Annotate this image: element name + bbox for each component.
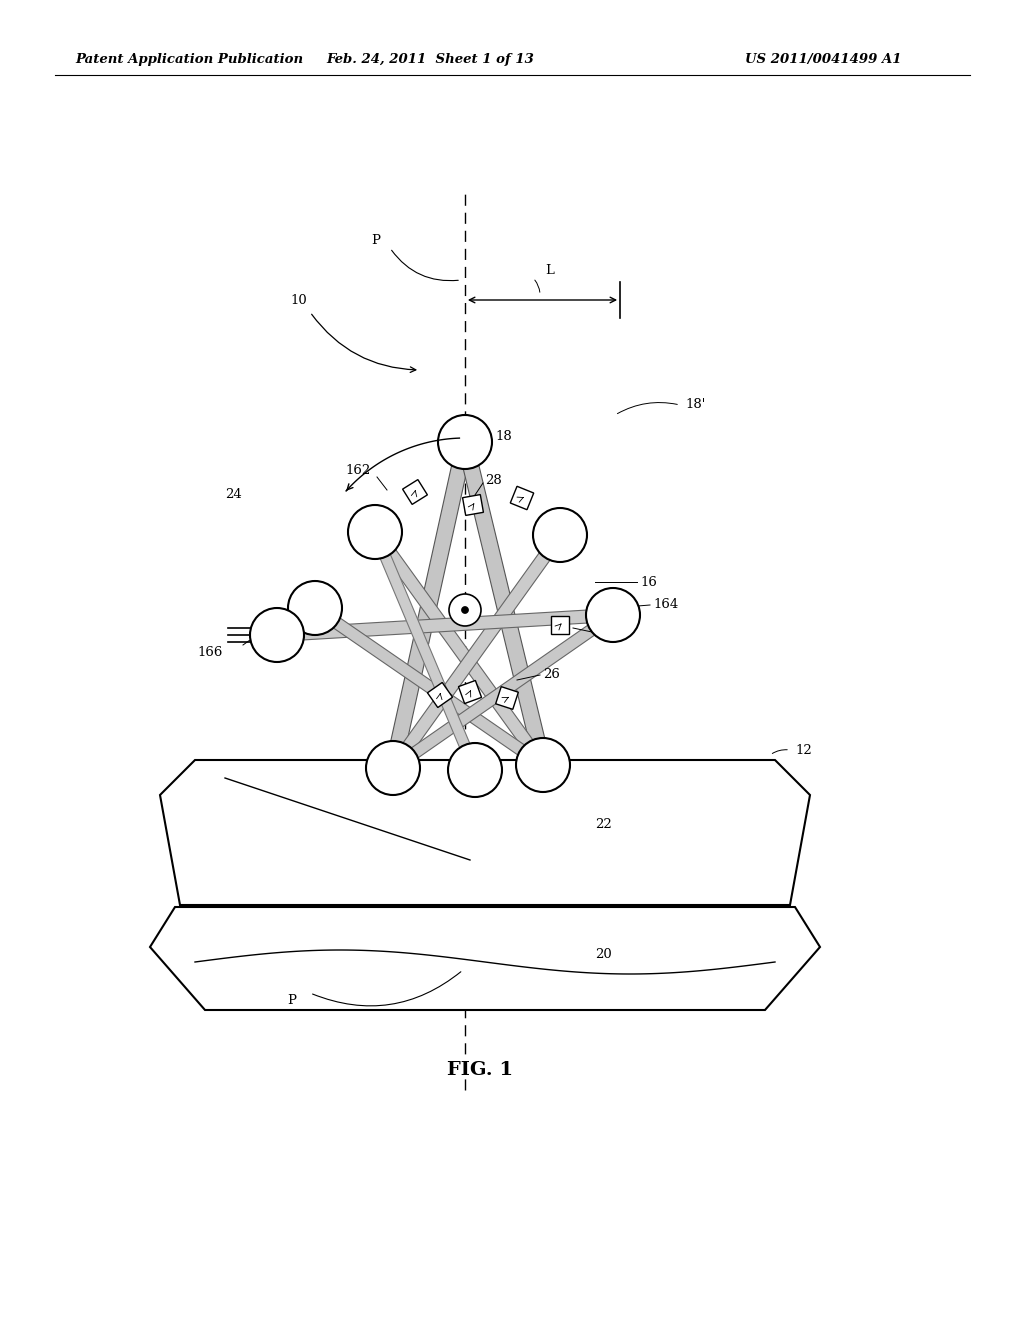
- Polygon shape: [276, 609, 613, 642]
- Text: 10: 10: [290, 293, 307, 306]
- Text: 166: 166: [197, 645, 222, 659]
- Polygon shape: [496, 686, 518, 709]
- Text: 20: 20: [595, 949, 611, 961]
- Circle shape: [288, 581, 342, 635]
- Circle shape: [449, 743, 502, 797]
- Circle shape: [366, 741, 420, 795]
- Polygon shape: [458, 440, 551, 767]
- Text: L: L: [545, 264, 554, 276]
- Text: 164: 164: [653, 598, 678, 611]
- Polygon shape: [427, 682, 453, 708]
- Text: P: P: [287, 994, 296, 1006]
- Text: 16: 16: [640, 576, 656, 589]
- Polygon shape: [510, 486, 534, 510]
- Circle shape: [348, 506, 402, 558]
- Polygon shape: [402, 479, 427, 504]
- Text: FIG. 1: FIG. 1: [446, 1061, 513, 1078]
- Text: 18: 18: [495, 430, 512, 444]
- Polygon shape: [150, 907, 820, 1010]
- Polygon shape: [160, 760, 810, 906]
- Text: 12: 12: [795, 743, 812, 756]
- Circle shape: [534, 508, 587, 562]
- Text: 162: 162: [345, 463, 371, 477]
- Polygon shape: [463, 495, 483, 515]
- Polygon shape: [389, 610, 616, 774]
- Text: 28: 28: [485, 474, 502, 487]
- Text: 14: 14: [595, 628, 611, 642]
- Polygon shape: [370, 529, 480, 772]
- Text: 24: 24: [225, 488, 242, 502]
- Polygon shape: [370, 528, 548, 768]
- Circle shape: [516, 738, 570, 792]
- Circle shape: [449, 594, 481, 626]
- Polygon shape: [388, 531, 565, 772]
- Text: US 2011/0041499 A1: US 2011/0041499 A1: [745, 54, 901, 66]
- Text: P: P: [371, 234, 380, 247]
- Polygon shape: [551, 616, 569, 634]
- Polygon shape: [385, 441, 473, 770]
- Text: 22: 22: [595, 818, 611, 832]
- Polygon shape: [459, 681, 481, 704]
- Polygon shape: [311, 603, 547, 770]
- Circle shape: [250, 609, 304, 663]
- Text: Patent Application Publication: Patent Application Publication: [75, 54, 303, 66]
- Text: 26: 26: [543, 668, 560, 681]
- Circle shape: [438, 414, 492, 469]
- Circle shape: [462, 606, 469, 614]
- Text: 18': 18': [685, 399, 706, 412]
- Circle shape: [586, 587, 640, 642]
- Text: Feb. 24, 2011  Sheet 1 of 13: Feb. 24, 2011 Sheet 1 of 13: [326, 54, 534, 66]
